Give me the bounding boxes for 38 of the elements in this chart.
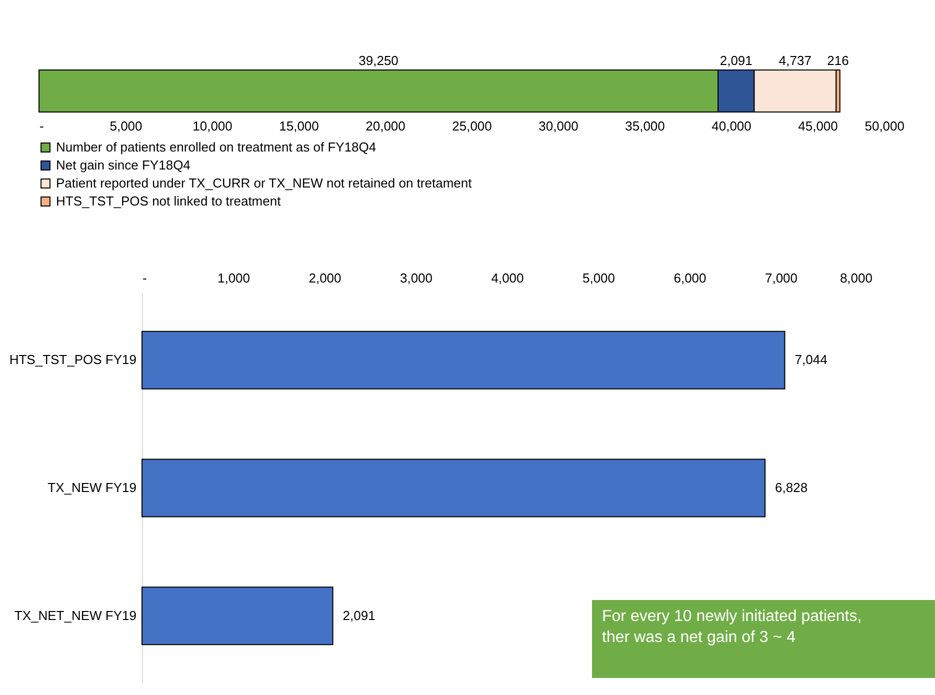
x-tick-label: 3,000 (400, 270, 433, 286)
x-tick-label: 7,000 (764, 270, 798, 286)
x-tick-label: 4,000 (491, 270, 524, 286)
x-tick-label: 50,000 (864, 118, 904, 134)
bar (142, 458, 766, 518)
annotation: For every 10 newly initiated patients, ther was a net gain of 3 ~ 4 (602, 608, 862, 646)
x-tick-label: 45,000 (798, 118, 838, 134)
data-label: 7,044 (794, 352, 828, 368)
x-tick-label: 25,000 (452, 118, 492, 134)
data-label: 6,828 (775, 480, 808, 495)
x-tick-label: 40,000 (712, 118, 752, 134)
x-tick-label: 5,000 (110, 118, 142, 134)
y-tick-label: HTS_TST_POS FY19 (9, 352, 136, 368)
legend-label: Net gain since FY18Q4 (56, 158, 190, 172)
x-tick-label: - (40, 118, 44, 134)
data-label: 39,250 (358, 53, 398, 68)
x-tick-label: 8,000 (840, 270, 872, 286)
y-tick-label: TX_NEW FY19 (48, 480, 136, 495)
bar (142, 586, 334, 646)
bar (142, 330, 786, 390)
x-tick-label: 35,000 (625, 118, 665, 134)
x-tick-label: 1,000 (217, 270, 250, 286)
data-label: 2,091 (720, 53, 752, 68)
x-tick-label: 6,000 (674, 270, 706, 286)
y-tick-label: TX_NET_NEW FY19 (14, 608, 136, 623)
x-tick-label: 10,000 (192, 118, 232, 134)
legend-label: Number of patients enrolled on treatment as of FY18Q4 (56, 140, 376, 154)
x-tick-label: 2,000 (308, 270, 342, 286)
data-label: 216 (827, 53, 849, 68)
x-tick-label: 20,000 (366, 118, 406, 134)
x-tick-label: 30,000 (538, 118, 578, 134)
data-label: 2,091 (342, 608, 376, 623)
x-tick-label: 15,000 (279, 118, 319, 134)
data-label: 4,737 (778, 53, 812, 68)
x-tick-label: - (142, 270, 147, 286)
legend-label: HTS_TST_POS not linked to treatment (56, 194, 282, 208)
x-tick-label: 5,000 (582, 270, 616, 286)
legend-label: Patient reported under TX_CURR or TX_NEW not retained on tretament (56, 176, 472, 190)
